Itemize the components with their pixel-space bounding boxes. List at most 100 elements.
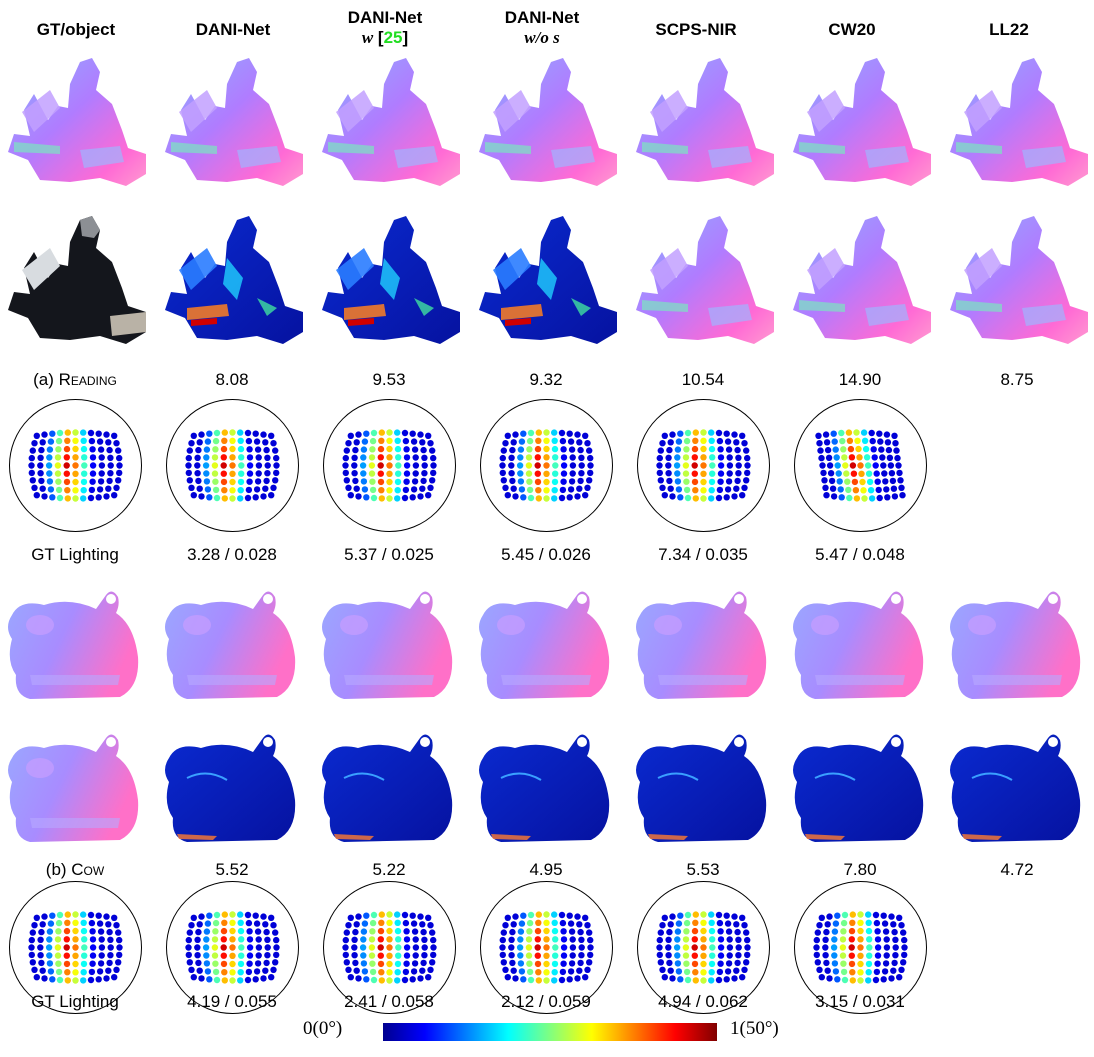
light-direction-dot <box>430 462 437 469</box>
light-direction-dot <box>361 438 369 445</box>
light-direction-dot <box>744 462 751 469</box>
cow-object <box>0 718 150 860</box>
light-direction-dot <box>716 968 724 976</box>
light-direction-dot <box>691 445 699 453</box>
cow-error-value: 5.22 <box>372 860 406 879</box>
light-direction-dot <box>682 454 690 461</box>
light-direction-dot <box>212 960 219 967</box>
light-direction-dot <box>39 967 46 974</box>
light-direction-dot <box>64 919 71 926</box>
light-direction-dot <box>378 429 385 436</box>
light-direction-dot <box>849 462 857 469</box>
light-direction-dot <box>229 960 236 968</box>
light-direction-dot <box>871 454 878 461</box>
light-direction-dot <box>80 437 87 444</box>
light-direction-dot <box>743 447 750 454</box>
light-direction-dot <box>402 486 410 494</box>
light-direction-dot <box>744 469 751 477</box>
light-direction-dot <box>417 975 424 982</box>
light-direction-dot <box>717 952 725 959</box>
light-direction-dot <box>237 927 245 935</box>
light-direction-dot <box>111 492 118 499</box>
cow-gt-lighting-map <box>8 880 143 1015</box>
light-direction-dot <box>708 487 715 494</box>
light-direction-dot <box>567 486 575 493</box>
light-direction-dot <box>237 911 244 918</box>
light-direction-dot <box>80 445 88 453</box>
light-direction-dot <box>421 936 428 943</box>
light-direction-dot <box>204 486 212 493</box>
light-direction-dot <box>198 975 205 982</box>
light-direction-dot <box>560 936 568 943</box>
light-direction-dot <box>835 470 842 477</box>
light-direction-dot <box>211 470 219 477</box>
light-direction-dot <box>543 462 550 469</box>
light-direction-dot <box>560 462 568 469</box>
light-direction-dot <box>543 944 550 951</box>
light-direction-dot <box>115 959 122 966</box>
light-direction-dot <box>403 454 411 461</box>
light-direction-dot <box>847 445 855 453</box>
light-direction-dot <box>682 936 690 943</box>
light-direction-dot <box>80 429 87 436</box>
light-direction-dot <box>566 912 573 919</box>
light-direction-dot <box>95 430 102 437</box>
light-direction-dot <box>895 462 902 469</box>
light-direction-dot <box>245 437 253 445</box>
light-direction-dot <box>872 462 879 469</box>
light-direction-dot <box>345 922 352 929</box>
light-direction-dot <box>819 462 826 469</box>
light-direction-dot <box>194 454 201 461</box>
light-direction-dot <box>726 936 733 943</box>
light-direction-dot <box>504 432 511 439</box>
light-direction-dot <box>715 429 723 437</box>
light-direction-dot <box>116 951 123 959</box>
light-direction-dot <box>724 486 732 493</box>
light-direction-dot <box>377 927 385 935</box>
light-direction-dot <box>700 429 707 436</box>
light-direction-dot <box>116 469 123 477</box>
light-direction-dot <box>584 440 591 447</box>
light-direction-dot <box>245 968 253 976</box>
light-direction-dot <box>410 486 418 493</box>
light-direction-dot <box>56 494 64 502</box>
light-direction-dot <box>866 936 873 943</box>
light-direction-dot <box>369 478 376 485</box>
light-direction-dot <box>527 429 535 437</box>
light-direction-dot <box>386 960 393 968</box>
light-direction-dot <box>574 913 581 920</box>
light-direction-dot <box>419 967 426 974</box>
light-direction-dot <box>526 437 534 445</box>
light-direction-dot <box>268 914 275 921</box>
cow-cw20-lighting-map <box>793 880 928 1015</box>
light-direction-dot <box>864 462 872 469</box>
light-direction-dot <box>342 936 349 944</box>
light-direction-dot <box>343 447 350 454</box>
light-direction-dot <box>551 495 558 502</box>
light-direction-dot <box>427 966 434 973</box>
light-direction-dot <box>661 974 668 981</box>
light-direction-dot <box>832 968 840 975</box>
reading-caption: (a) Reading <box>33 370 117 389</box>
light-direction-dot <box>38 928 45 936</box>
light-direction-dot <box>244 911 252 919</box>
light-direction-dot <box>587 951 594 959</box>
light-direction-dot <box>848 944 855 951</box>
light-direction-dot <box>89 454 97 461</box>
light-direction-dot <box>55 486 63 494</box>
light-direction-dot <box>566 430 573 437</box>
light-direction-dot <box>677 912 684 919</box>
light-direction-dot <box>881 920 889 927</box>
light-direction-dot <box>194 936 201 943</box>
light-direction-dot <box>198 913 205 920</box>
light-direction-dot <box>883 952 890 959</box>
light-direction-dot <box>527 976 535 984</box>
light-direction-dot <box>700 495 707 502</box>
light-direction-dot <box>741 922 748 929</box>
light-direction-dot <box>833 454 840 461</box>
light-direction-dot <box>735 470 742 477</box>
light-direction-dot <box>734 959 741 967</box>
light-direction-dot <box>822 431 830 438</box>
light-direction-dot <box>691 960 699 968</box>
light-direction-dot <box>386 495 393 502</box>
